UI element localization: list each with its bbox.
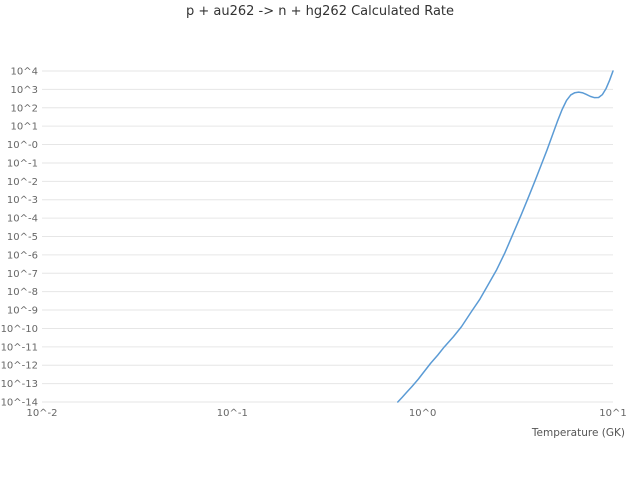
y-tick-label: 10^-6 [7, 250, 38, 261]
series-line-calculated-rate [397, 70, 614, 403]
y-tick-label: 10^2 [11, 103, 38, 114]
tick-labels: 10^4 10^3 10^2 10^1 10^-0 10^-1 10^-2 10^-3 10^-… [1, 67, 627, 420]
x-tick-label: 10^-2 [26, 408, 57, 419]
x-tick-label: 10^0 [409, 408, 436, 419]
y-tick-label: 10^-0 [7, 140, 38, 151]
y-tick-label: 10^-2 [7, 177, 38, 188]
y-tick-label: 10^1 [11, 122, 38, 133]
x-axis-title: Temperature (GK) [531, 427, 625, 439]
y-tick-label: 10^4 [11, 67, 38, 78]
y-tick-label: 10^-10 [1, 324, 38, 335]
y-tick-label: 10^-7 [7, 269, 38, 280]
y-tick-label: 10^-3 [7, 195, 38, 206]
y-tick-label: 10^-5 [7, 232, 38, 243]
y-tick-label: 10^-4 [7, 214, 38, 225]
y-tick-label: 10^-13 [1, 379, 38, 390]
y-tick-label: 10^-11 [1, 342, 38, 353]
chart-title: p + au262 -> n + hg262 Calculated Rate [185, 4, 455, 19]
x-tick-label: 10^-1 [217, 408, 248, 419]
y-tick-label: 10^-14 [1, 398, 38, 409]
y-tick-label: 10^-9 [7, 306, 38, 317]
x-tick-label: 10^1 [599, 408, 626, 419]
series-layer [397, 70, 614, 403]
y-tick-label: 10^-8 [7, 287, 38, 298]
y-tick-label: 10^3 [11, 85, 38, 96]
gridlines [42, 70, 613, 403]
y-tick-label: 10^-1 [7, 158, 38, 169]
y-tick-label: 10^-12 [1, 361, 38, 372]
